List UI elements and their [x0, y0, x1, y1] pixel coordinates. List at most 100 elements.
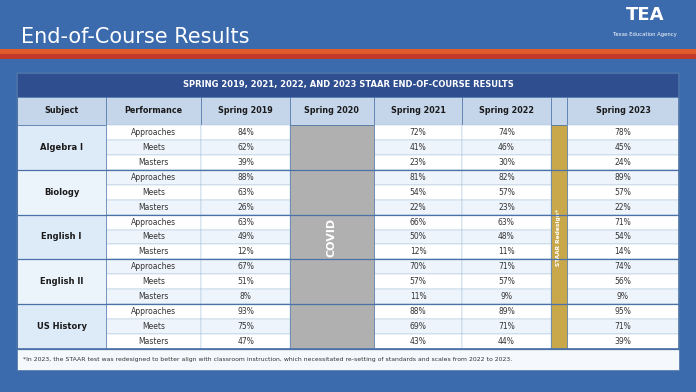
Bar — [374, 170, 462, 185]
Text: 63%: 63% — [237, 218, 254, 227]
Text: 46%: 46% — [498, 143, 515, 152]
Bar — [462, 214, 551, 229]
Bar — [374, 319, 462, 334]
Bar — [17, 73, 679, 349]
Text: 88%: 88% — [410, 307, 427, 316]
Bar — [202, 229, 290, 245]
Text: 67%: 67% — [237, 262, 254, 271]
Bar — [106, 245, 202, 260]
Bar — [462, 155, 551, 170]
Bar — [202, 260, 290, 274]
Text: 22%: 22% — [410, 203, 427, 212]
Text: 48%: 48% — [498, 232, 515, 241]
Bar — [462, 200, 551, 214]
Bar — [567, 304, 679, 319]
Text: Approaches: Approaches — [131, 173, 176, 182]
Text: 45%: 45% — [615, 143, 631, 152]
Bar — [106, 185, 202, 200]
Text: 57%: 57% — [498, 277, 515, 286]
Bar — [551, 97, 567, 125]
Text: 95%: 95% — [615, 307, 631, 316]
Text: COVID: COVID — [327, 218, 337, 256]
Text: 39%: 39% — [615, 337, 631, 346]
Bar — [17, 170, 106, 214]
Bar — [462, 334, 551, 349]
Text: 54%: 54% — [410, 188, 427, 197]
Text: 22%: 22% — [615, 203, 631, 212]
Bar — [202, 140, 290, 155]
Text: Masters: Masters — [139, 203, 168, 212]
Text: 9%: 9% — [617, 292, 629, 301]
Text: 62%: 62% — [237, 143, 254, 152]
Bar — [462, 170, 551, 185]
Text: Spring 2020: Spring 2020 — [304, 107, 359, 115]
Text: 50%: 50% — [410, 232, 427, 241]
Text: 74%: 74% — [615, 262, 631, 271]
Text: 44%: 44% — [498, 337, 515, 346]
Bar — [567, 334, 679, 349]
Text: 8%: 8% — [239, 292, 251, 301]
Bar — [106, 170, 202, 185]
Text: 57%: 57% — [410, 277, 427, 286]
Bar — [202, 334, 290, 349]
Bar — [202, 319, 290, 334]
Text: 56%: 56% — [615, 277, 631, 286]
Text: 14%: 14% — [615, 247, 631, 256]
Text: 63%: 63% — [237, 188, 254, 197]
Text: 30%: 30% — [498, 158, 515, 167]
Bar — [106, 289, 202, 304]
Bar — [17, 97, 106, 125]
Text: 71%: 71% — [615, 218, 631, 227]
Bar — [202, 170, 290, 185]
Bar — [202, 97, 290, 125]
Bar — [462, 289, 551, 304]
Bar — [0, 0, 696, 63]
Text: 78%: 78% — [615, 128, 631, 137]
Bar — [595, 1, 695, 49]
Text: Algebra I: Algebra I — [40, 143, 83, 152]
Bar — [374, 155, 462, 170]
Text: *In 2023, the STAAR test was redesigned to better align with classroom instructi: *In 2023, the STAAR test was redesigned … — [23, 357, 512, 362]
Bar — [567, 170, 679, 185]
Text: Texas Education Agency: Texas Education Agency — [613, 33, 677, 37]
Text: 84%: 84% — [237, 128, 254, 137]
Text: 24%: 24% — [615, 158, 631, 167]
Bar — [567, 289, 679, 304]
Text: 66%: 66% — [410, 218, 427, 227]
Bar — [106, 125, 202, 140]
Bar — [290, 125, 374, 349]
Text: Approaches: Approaches — [131, 128, 176, 137]
Bar — [551, 125, 567, 349]
Text: English I: English I — [41, 232, 81, 241]
Bar — [374, 125, 462, 140]
Bar — [374, 274, 462, 289]
Bar — [106, 214, 202, 229]
Bar — [567, 155, 679, 170]
Bar — [567, 185, 679, 200]
Bar — [106, 334, 202, 349]
Bar — [462, 125, 551, 140]
Bar — [567, 245, 679, 260]
Text: 43%: 43% — [410, 337, 427, 346]
Bar — [462, 319, 551, 334]
Bar — [462, 245, 551, 260]
Text: 69%: 69% — [410, 322, 427, 331]
Bar — [374, 140, 462, 155]
Text: Performance: Performance — [125, 107, 182, 115]
Bar — [17, 260, 106, 304]
Bar — [462, 140, 551, 155]
Bar — [567, 200, 679, 214]
Bar — [462, 304, 551, 319]
Text: 23%: 23% — [498, 203, 515, 212]
Text: 70%: 70% — [410, 262, 427, 271]
Bar — [567, 274, 679, 289]
Text: Meets: Meets — [142, 188, 165, 197]
Text: 9%: 9% — [500, 292, 512, 301]
Text: 89%: 89% — [615, 173, 631, 182]
Bar — [374, 97, 462, 125]
Text: End-of-Course Results: End-of-Course Results — [21, 27, 249, 47]
Text: 39%: 39% — [237, 158, 254, 167]
Text: 93%: 93% — [237, 307, 254, 316]
Text: 11%: 11% — [498, 247, 515, 256]
Bar — [17, 73, 679, 97]
